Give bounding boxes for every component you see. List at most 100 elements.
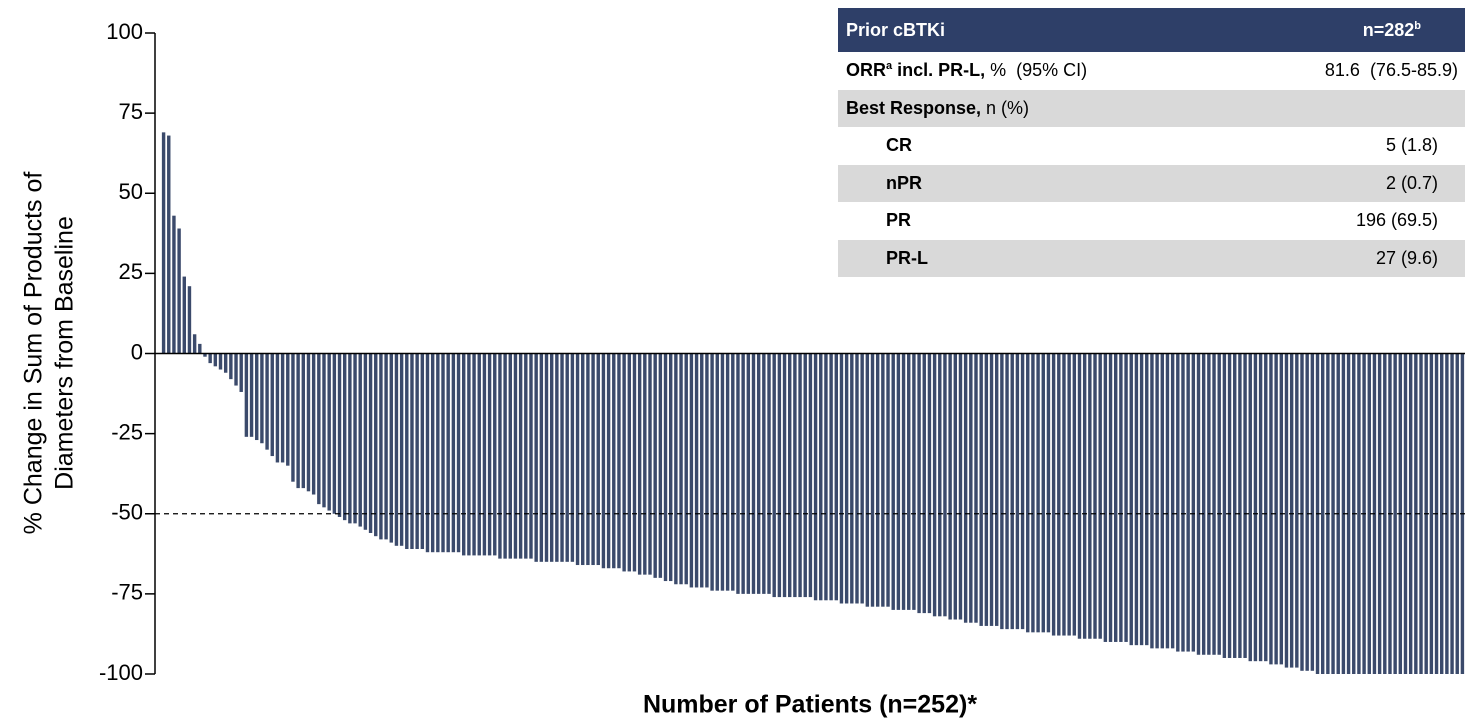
bar [989,353,994,626]
bar [291,353,295,482]
bar [1051,353,1056,636]
bar [912,353,916,610]
bar [353,353,357,524]
bar [1300,353,1304,671]
bar [1429,353,1434,674]
bar [399,353,404,546]
bar [632,353,637,572]
bar [260,353,264,444]
bar [715,353,719,591]
bar [767,353,771,594]
bar [565,353,569,562]
y-tick-label: -25 [111,419,143,444]
table-row: Best Response, n (%) [838,89,1465,127]
bar [1010,353,1014,630]
bar [301,353,306,489]
table-row: ORRa incl. PR-L, % (95% CI) 81.6 (76.5-8… [838,52,1465,90]
bar [643,353,647,575]
bar [1026,353,1030,633]
bar [161,132,166,354]
bar [948,353,952,620]
bar [1031,353,1035,633]
bar [725,353,730,591]
bar [622,353,626,572]
bar [1145,353,1149,646]
header-n: n=282 [1362,19,1415,40]
bar [425,353,430,553]
bar [503,353,507,559]
bar [244,353,249,437]
bar [249,353,254,437]
bar [668,353,673,582]
bar [974,353,978,623]
bar [363,353,368,530]
bar [1057,353,1061,636]
bar [280,353,285,463]
bar [1284,353,1289,668]
bar [1186,353,1190,652]
row-label: nPR [886,172,922,193]
bar [1036,353,1040,633]
bar [751,353,756,594]
bar [187,286,192,354]
bar [932,353,937,617]
bar [1160,353,1164,649]
y-tick-label: 25 [119,259,143,284]
bar [296,353,300,489]
bar [938,353,942,617]
y-tick-label: -100 [99,660,143,685]
bar [958,353,963,620]
bar [612,353,616,569]
bar [467,353,471,556]
bar [1212,353,1216,655]
bar [1134,353,1139,646]
header-value: n=282b [1363,20,1421,41]
bar [694,353,699,588]
bar [793,353,797,598]
bar [441,353,445,553]
bar [415,353,419,550]
bar [896,353,901,610]
row-label: CR [886,135,912,156]
bar [1346,353,1351,674]
bar [581,353,585,566]
bar [886,353,890,607]
bar [192,334,197,354]
bar [1082,353,1087,639]
bar [1227,353,1232,658]
bar [311,353,316,495]
bar [679,353,683,585]
bar [1383,353,1387,674]
bar [782,353,787,598]
bar [317,353,321,505]
bar [1062,353,1066,636]
table-row: PR-L 27 (9.6) [838,239,1465,277]
bar [586,353,590,566]
bar [255,353,259,441]
bar [405,353,409,550]
bar [544,353,549,562]
table-row: nPR 2 (0.7) [838,164,1465,202]
bar [348,353,352,524]
bar [943,353,947,617]
bar [875,353,880,607]
x-axis-label: Number of Patients (n=252)* [643,691,977,719]
bar [601,353,606,569]
bar [1217,353,1221,655]
bar [953,353,958,620]
bar [410,353,414,550]
bar [549,353,554,562]
y-axis-label: % Change in Sum of Products of [20,172,48,535]
bar [456,353,461,553]
bar [436,353,440,553]
bar [239,353,243,392]
bar [606,353,611,569]
label: ORR [846,60,886,81]
bar [508,353,512,559]
bar [705,353,709,588]
bar [1176,353,1180,652]
bar [1114,353,1118,642]
bar [555,353,559,562]
bar [213,353,218,367]
